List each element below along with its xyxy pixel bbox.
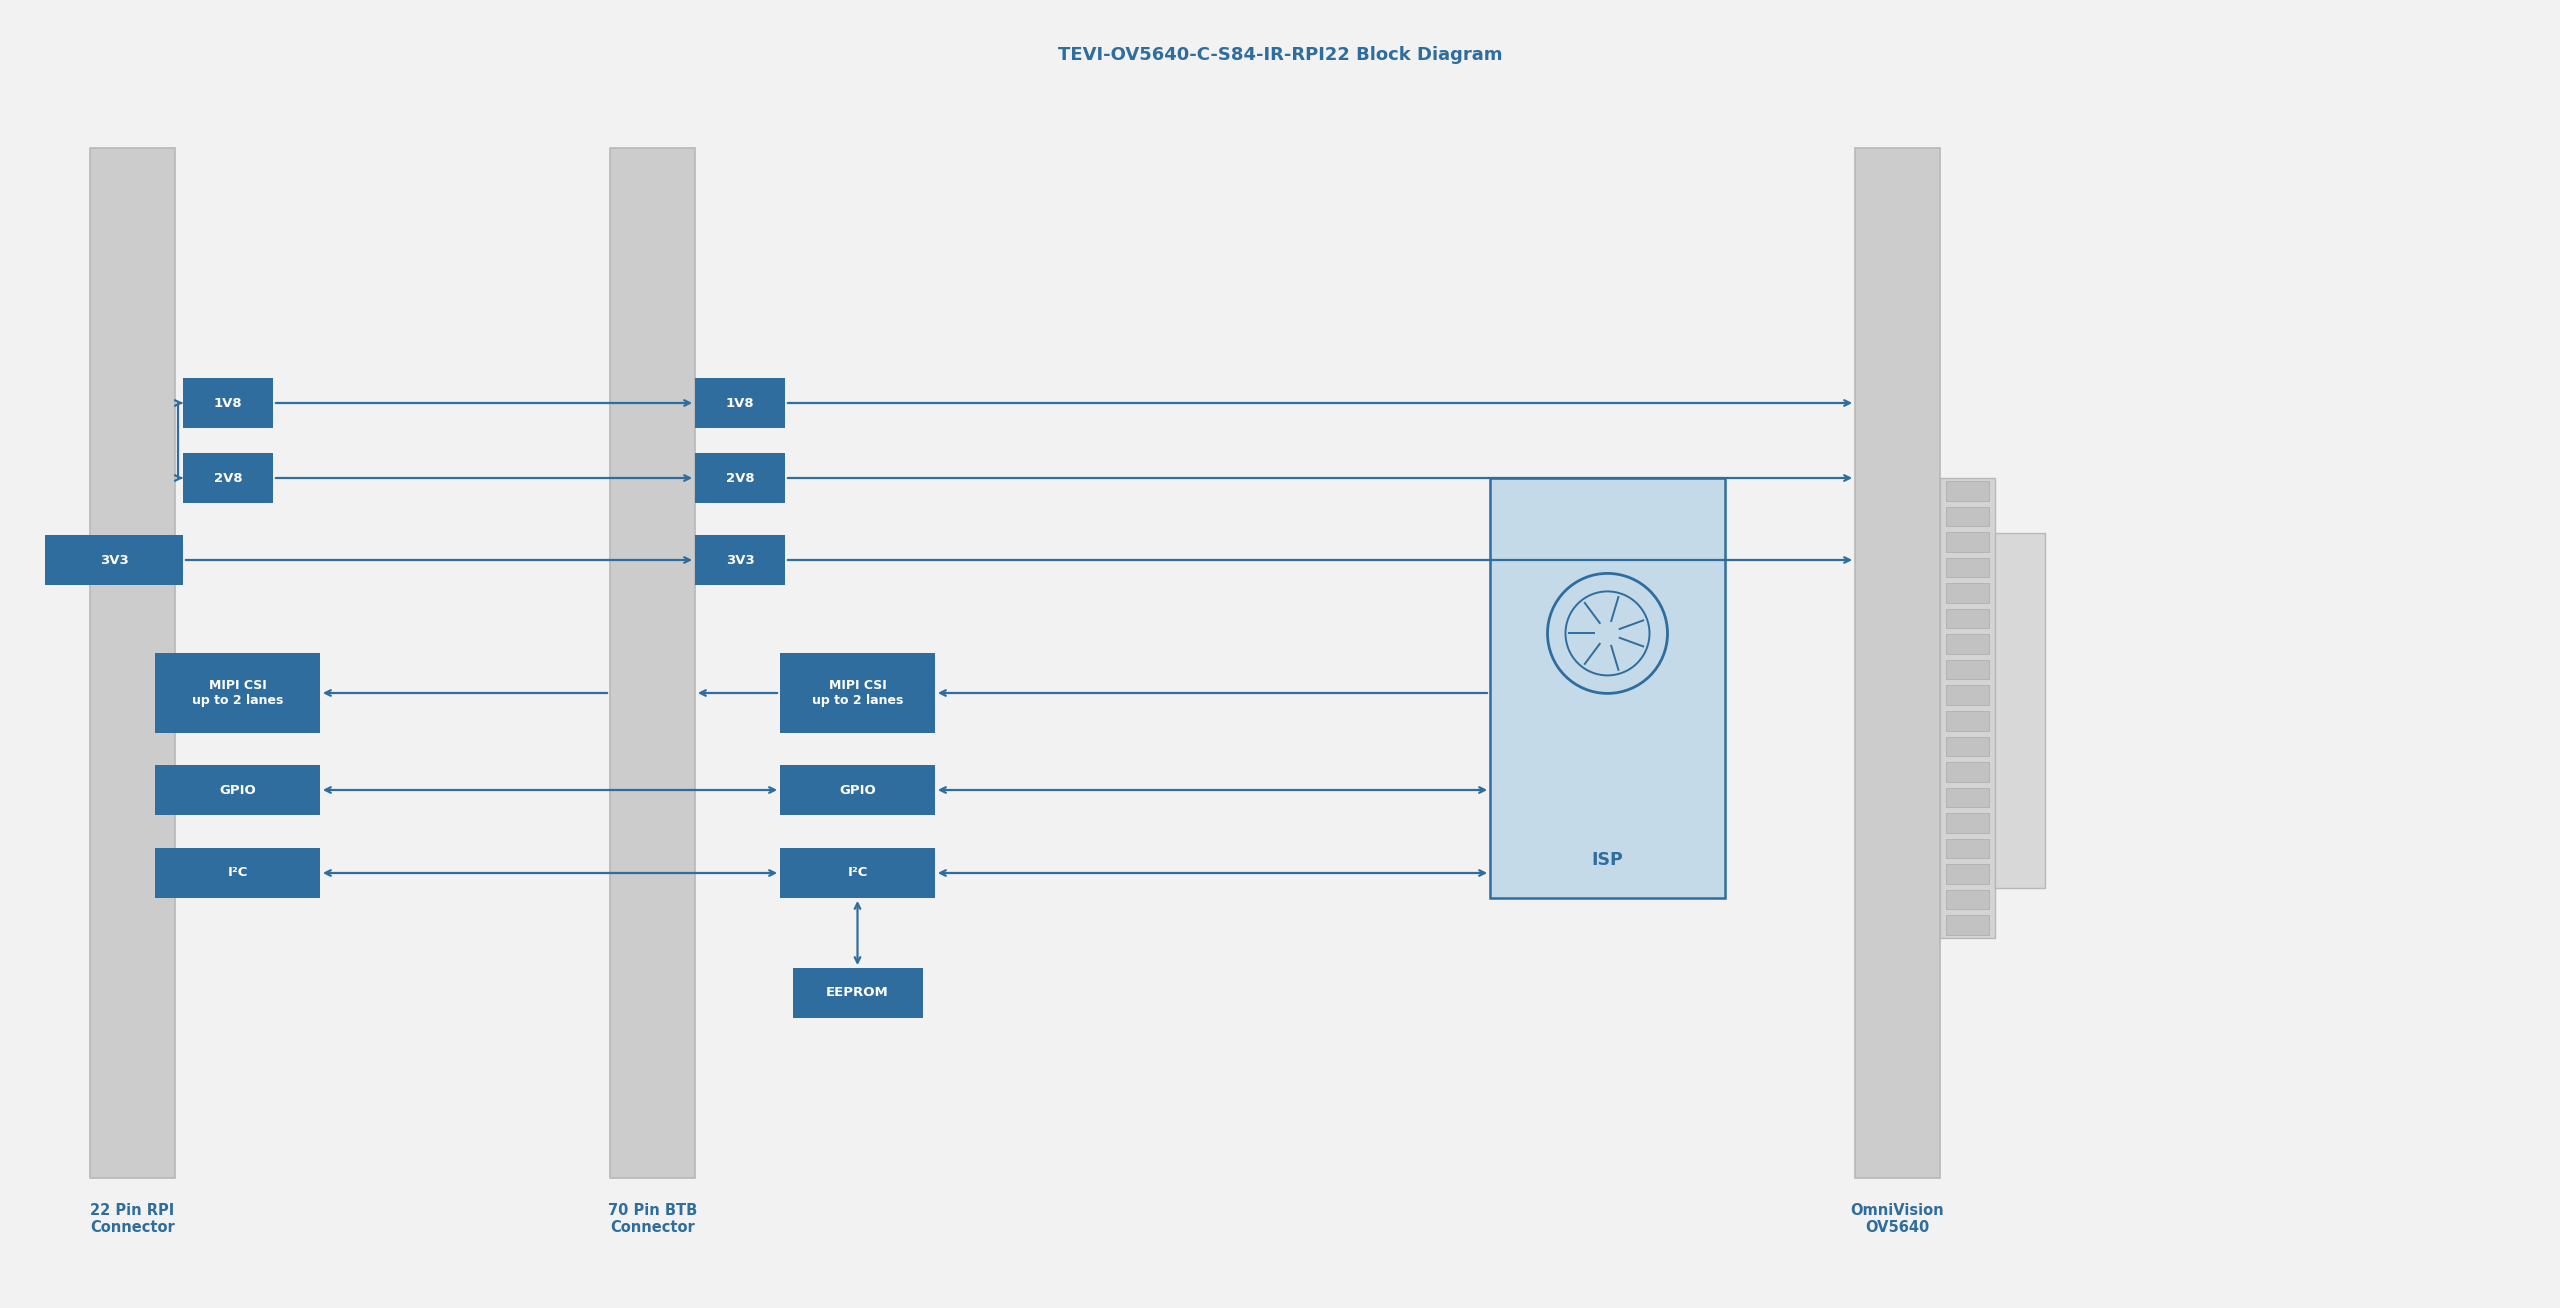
Bar [1946,712,1989,731]
Text: I²C: I²C [847,866,868,879]
Bar [1946,763,1989,782]
Bar [694,535,786,585]
Bar [794,968,922,1018]
Bar [1946,685,1989,705]
Bar [781,848,934,899]
Text: 22 Pin RPI
Connector: 22 Pin RPI Connector [90,1203,174,1235]
Bar [694,378,786,428]
Bar [156,765,320,815]
Bar [694,453,786,504]
Bar [156,653,320,732]
Bar [1946,916,1989,935]
Bar [1856,148,1940,1179]
Text: MIPI CSI
up to 2 lanes: MIPI CSI up to 2 lanes [812,679,904,708]
Text: OmniVision
OV5640: OmniVision OV5640 [1851,1203,1943,1235]
Text: 2V8: 2V8 [724,471,755,484]
Bar [182,378,274,428]
Bar [1940,477,1994,938]
Text: TEVI-OV5640-C-S84-IR-RPI22 Block Diagram: TEVI-OV5640-C-S84-IR-RPI22 Block Diagram [1057,46,1503,64]
Bar [609,148,694,1179]
Text: MIPI CSI
up to 2 lanes: MIPI CSI up to 2 lanes [192,679,284,708]
Bar [1490,477,1725,899]
Text: GPIO: GPIO [840,783,876,797]
Text: EEPROM: EEPROM [827,986,888,999]
Bar [1946,481,1989,501]
Bar [182,453,274,504]
Bar [1946,557,1989,577]
Bar [1946,787,1989,807]
Text: ISP: ISP [1592,852,1623,869]
Bar [1946,838,1989,858]
Bar [46,535,182,585]
Bar [1946,583,1989,603]
Bar [90,148,174,1179]
Bar [1946,865,1989,884]
Text: GPIO: GPIO [220,783,256,797]
Bar [1946,634,1989,654]
Bar [1946,506,1989,526]
Text: 3V3: 3V3 [100,553,128,566]
Bar [1946,736,1989,756]
Bar [1946,608,1989,628]
Bar [1946,661,1989,679]
Text: 70 Pin BTB
Connector: 70 Pin BTB Connector [607,1203,696,1235]
Bar [1946,889,1989,909]
Text: 1V8: 1V8 [212,396,243,409]
Bar [156,848,320,899]
Bar [1994,532,2045,888]
Bar [1946,532,1989,552]
Bar [781,653,934,732]
Text: 3V3: 3V3 [724,553,755,566]
Text: 2V8: 2V8 [212,471,243,484]
Bar [1946,814,1989,833]
Bar [781,765,934,815]
Text: I²C: I²C [228,866,248,879]
Text: 1V8: 1V8 [724,396,755,409]
